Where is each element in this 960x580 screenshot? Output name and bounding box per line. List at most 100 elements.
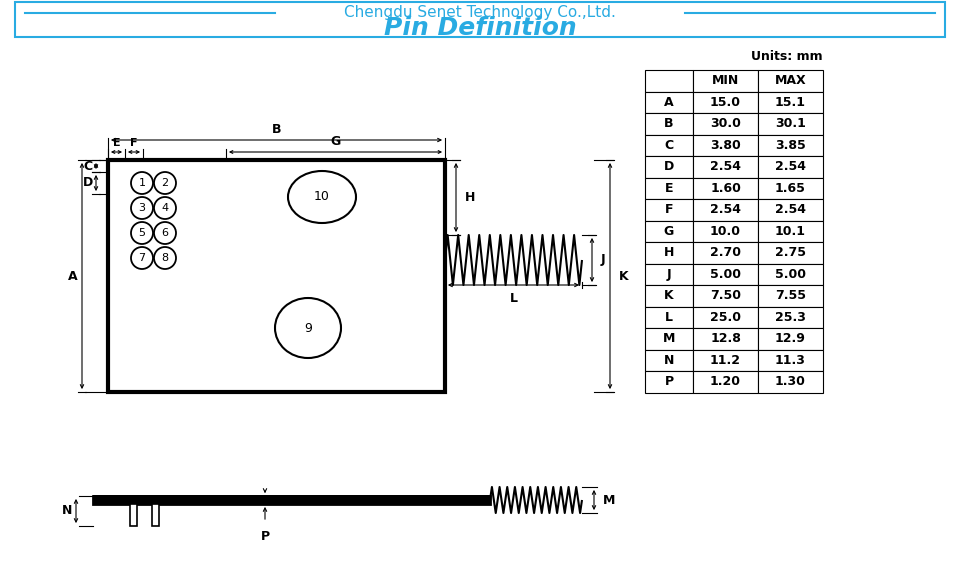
Text: K: K xyxy=(664,289,674,302)
Text: 25.3: 25.3 xyxy=(775,311,806,324)
Text: L: L xyxy=(510,292,517,305)
Bar xyxy=(645,306,693,328)
Text: 25.0: 25.0 xyxy=(710,311,741,324)
Bar xyxy=(758,92,823,113)
Text: 5.00: 5.00 xyxy=(710,268,741,281)
Bar xyxy=(94,497,489,503)
Text: J: J xyxy=(601,253,606,266)
Bar xyxy=(758,177,823,199)
Text: B: B xyxy=(664,117,674,130)
Bar xyxy=(758,113,823,135)
Bar xyxy=(693,156,758,177)
Bar xyxy=(693,113,758,135)
Text: N: N xyxy=(663,354,674,367)
Bar xyxy=(645,70,693,92)
Text: 1.65: 1.65 xyxy=(775,182,806,195)
Text: F: F xyxy=(131,138,137,148)
Bar xyxy=(758,220,823,242)
Text: 1: 1 xyxy=(138,178,146,188)
Text: 10.0: 10.0 xyxy=(710,224,741,238)
Text: 9: 9 xyxy=(304,321,312,335)
Text: 10: 10 xyxy=(314,190,330,204)
Bar xyxy=(693,177,758,199)
Text: E: E xyxy=(112,138,120,148)
Text: N: N xyxy=(61,505,72,517)
Bar xyxy=(693,285,758,306)
Text: 11.3: 11.3 xyxy=(775,354,806,367)
Text: G: G xyxy=(664,224,674,238)
Bar xyxy=(758,306,823,328)
Text: 2: 2 xyxy=(161,178,169,188)
Bar xyxy=(693,242,758,263)
Text: 5.00: 5.00 xyxy=(775,268,806,281)
Bar xyxy=(108,160,445,392)
Bar xyxy=(693,220,758,242)
Text: 3: 3 xyxy=(138,203,146,213)
Bar xyxy=(645,92,693,113)
Text: L: L xyxy=(665,311,673,324)
Bar xyxy=(758,156,823,177)
Text: K: K xyxy=(619,270,629,282)
Text: F: F xyxy=(664,203,673,216)
Bar xyxy=(758,350,823,371)
Text: M: M xyxy=(603,494,615,506)
Text: D: D xyxy=(664,160,674,173)
Text: MIN: MIN xyxy=(712,74,739,87)
Bar xyxy=(645,135,693,156)
Text: 2.70: 2.70 xyxy=(710,246,741,259)
Text: 7: 7 xyxy=(138,253,146,263)
Text: 6: 6 xyxy=(161,228,169,238)
Text: 5: 5 xyxy=(138,228,146,238)
Bar xyxy=(693,199,758,220)
Text: Chengdu Senet Technology Co.,Ltd.: Chengdu Senet Technology Co.,Ltd. xyxy=(344,5,616,20)
Text: 1.60: 1.60 xyxy=(710,182,741,195)
Text: B: B xyxy=(272,123,281,136)
Text: 2.54: 2.54 xyxy=(710,160,741,173)
Text: 12.9: 12.9 xyxy=(775,332,806,345)
Text: C: C xyxy=(664,139,674,152)
Text: G: G xyxy=(330,135,341,148)
Text: E: E xyxy=(664,182,673,195)
Text: 30.0: 30.0 xyxy=(710,117,741,130)
Text: Units: mm: Units: mm xyxy=(752,49,823,63)
Text: H: H xyxy=(465,191,475,204)
Text: 11.2: 11.2 xyxy=(710,354,741,367)
Bar xyxy=(130,504,137,526)
Text: 3.80: 3.80 xyxy=(710,139,741,152)
Bar xyxy=(693,263,758,285)
Text: C: C xyxy=(84,160,92,172)
Bar xyxy=(645,371,693,393)
Bar xyxy=(693,92,758,113)
Text: H: H xyxy=(663,246,674,259)
Bar xyxy=(93,496,490,504)
Bar xyxy=(645,242,693,263)
Bar xyxy=(758,242,823,263)
Text: A: A xyxy=(664,96,674,109)
Bar xyxy=(758,199,823,220)
Bar xyxy=(645,328,693,350)
Bar xyxy=(758,135,823,156)
Bar xyxy=(758,263,823,285)
Text: 1.30: 1.30 xyxy=(775,375,806,388)
Text: 30.1: 30.1 xyxy=(775,117,806,130)
Bar xyxy=(645,350,693,371)
Text: 15.0: 15.0 xyxy=(710,96,741,109)
Bar xyxy=(645,113,693,135)
Text: P: P xyxy=(664,375,674,388)
Text: 7.50: 7.50 xyxy=(710,289,741,302)
Text: 15.1: 15.1 xyxy=(775,96,806,109)
Bar xyxy=(693,135,758,156)
Text: 8: 8 xyxy=(161,253,169,263)
Bar xyxy=(645,199,693,220)
Bar xyxy=(693,350,758,371)
Text: P: P xyxy=(260,530,270,543)
Bar xyxy=(645,156,693,177)
Text: MAX: MAX xyxy=(775,74,806,87)
Bar xyxy=(758,70,823,92)
Text: 2.75: 2.75 xyxy=(775,246,806,259)
Bar xyxy=(693,306,758,328)
Text: D: D xyxy=(83,176,93,190)
Bar xyxy=(645,285,693,306)
Text: M: M xyxy=(662,332,675,345)
Text: Pin Definition: Pin Definition xyxy=(384,16,576,40)
